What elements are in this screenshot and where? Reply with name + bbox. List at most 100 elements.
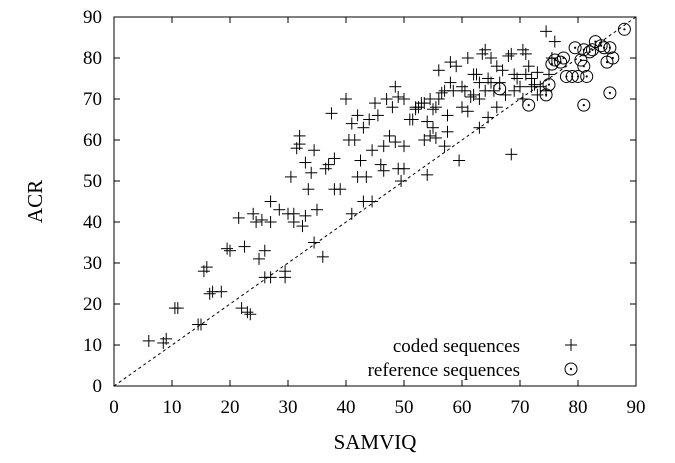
circle-center-dot <box>576 75 580 78</box>
circle-center-dot <box>574 46 577 49</box>
data-point-coded <box>464 90 477 103</box>
circle-outline <box>542 78 556 92</box>
data-point-reference <box>603 41 617 55</box>
data-point-coded <box>522 60 535 73</box>
data-point-coded <box>444 76 457 89</box>
data-point-coded <box>424 129 437 142</box>
data-point-coded <box>224 244 236 257</box>
data-point-coded <box>160 332 173 345</box>
circle-center-dot <box>608 91 612 94</box>
data-point-reference <box>522 98 536 112</box>
data-point-coded <box>264 216 277 228</box>
circle-center-dot <box>562 56 565 60</box>
circle-outline <box>583 45 597 59</box>
data-point-coded <box>514 80 526 93</box>
data-point-coded <box>427 121 439 134</box>
data-point-coded <box>395 175 408 187</box>
data-point-coded <box>435 86 448 99</box>
data-point-coded <box>386 101 399 114</box>
x-tick-label: 70 <box>511 397 530 418</box>
data-point-reference <box>603 86 617 100</box>
y-axis-label: ACR <box>23 180 47 223</box>
data-point-coded <box>238 240 251 253</box>
data-point-coded <box>371 109 384 122</box>
data-point-coded <box>406 113 419 126</box>
data-point-coded <box>398 140 410 153</box>
circle-outline <box>522 98 536 112</box>
data-point-coded <box>305 166 318 179</box>
data-point-coded <box>432 93 445 105</box>
data-point-coded <box>250 216 263 228</box>
data-point-coded <box>232 211 245 224</box>
data-point-coded <box>502 49 515 62</box>
data-point-coded <box>284 170 297 183</box>
data-point-reference <box>568 41 582 55</box>
data-point-coded <box>398 93 410 105</box>
data-point-reference <box>557 51 570 65</box>
y-tick-label: 40 <box>83 212 102 233</box>
circle-outline <box>617 22 631 36</box>
data-point-coded <box>421 168 434 181</box>
data-point-coded <box>351 109 364 122</box>
data-point-coded <box>366 144 379 157</box>
x-tick-label: 60 <box>453 397 472 418</box>
circle-outline <box>580 69 594 83</box>
data-point-coded <box>360 170 373 183</box>
circle-center-dot <box>582 65 585 68</box>
circle-center-dot <box>600 44 603 47</box>
data-point-coded <box>311 203 323 216</box>
data-point-coded <box>366 195 379 208</box>
data-point-coded <box>357 121 370 134</box>
data-point-coded <box>473 93 486 105</box>
data-point-coded <box>334 183 347 196</box>
data-point-coded <box>432 64 445 77</box>
x-tick-label: 0 <box>109 397 119 418</box>
data-point-coded <box>505 47 518 60</box>
data-points-layer <box>142 22 631 349</box>
data-point-coded <box>195 318 207 331</box>
data-point-coded <box>427 103 439 116</box>
x-tick-label: 20 <box>221 397 240 418</box>
circle-outline <box>548 53 562 67</box>
data-point-coded <box>308 236 321 249</box>
data-point-coded <box>447 84 460 97</box>
data-point-reference <box>606 51 620 65</box>
data-point-coded <box>244 308 257 321</box>
data-point-coded <box>438 140 451 153</box>
data-point-coded <box>273 203 286 216</box>
x-tick-label: 80 <box>569 397 588 418</box>
y-tick-label: 70 <box>83 89 102 110</box>
data-point-coded <box>203 287 216 300</box>
data-point-coded <box>528 78 541 91</box>
circle-center-dot <box>547 83 551 86</box>
circle-outline <box>603 86 617 100</box>
circle-outline <box>493 82 507 96</box>
data-point-coded <box>479 43 492 56</box>
circle-outline <box>571 69 585 83</box>
circle-center-dot <box>611 56 614 60</box>
data-point-coded <box>519 47 532 60</box>
data-point-coded <box>325 107 338 120</box>
data-point-coded <box>490 101 503 114</box>
circle-outline <box>545 57 559 71</box>
data-point-coded <box>482 111 495 124</box>
circle-center-dot <box>527 104 530 107</box>
data-point-coded <box>429 131 442 144</box>
x-tick-label: 90 <box>627 397 646 418</box>
data-point-coded <box>531 66 544 79</box>
data-point-coded <box>340 93 352 105</box>
legend-marker-circle <box>564 362 578 376</box>
data-point-coded <box>470 68 483 81</box>
data-point-coded <box>473 76 486 89</box>
data-point-coded <box>505 148 518 161</box>
data-point-coded <box>461 52 474 64</box>
data-point-coded <box>392 90 405 103</box>
data-point-coded <box>345 117 358 130</box>
axes-layer: 0 10 20 30 40 50 60 70 80 90 0 10 20 30 40 50 60 70 80 90 <box>83 7 646 418</box>
data-point-coded <box>322 158 335 171</box>
y-tick-label: 30 <box>83 253 102 274</box>
data-point-coded <box>264 195 277 208</box>
y-tick-label: 0 <box>93 376 103 397</box>
data-point-coded <box>279 271 292 284</box>
y-tick-label: 20 <box>83 294 102 315</box>
